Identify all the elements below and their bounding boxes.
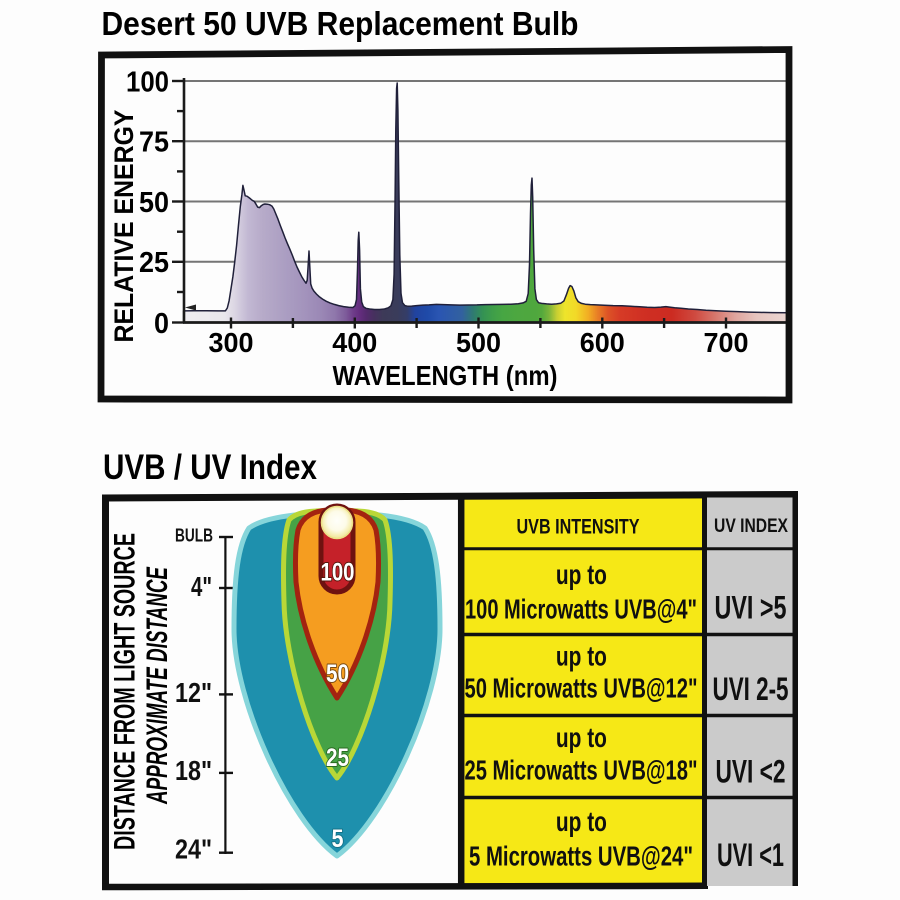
svg-text:WAVELENGTH (nm): WAVELENGTH (nm) bbox=[333, 360, 558, 391]
svg-text:0: 0 bbox=[154, 308, 169, 340]
svg-text:up to: up to bbox=[556, 722, 607, 753]
svg-text:600: 600 bbox=[580, 327, 625, 358]
svg-text:up to: up to bbox=[556, 641, 607, 672]
svg-text:UV INDEX: UV INDEX bbox=[714, 515, 788, 537]
svg-text:5 Microwatts UVB@24": 5 Microwatts UVB@24" bbox=[469, 841, 693, 872]
svg-text:RELATIVE ENERGY: RELATIVE ENERGY bbox=[109, 110, 139, 343]
svg-text:100: 100 bbox=[321, 559, 355, 587]
svg-text:5: 5 bbox=[332, 825, 344, 853]
svg-text:25 Microwatts UVB@18": 25 Microwatts UVB@18" bbox=[465, 755, 698, 786]
svg-text:UVI <2: UVI <2 bbox=[716, 754, 786, 790]
svg-text:12": 12" bbox=[175, 677, 212, 708]
svg-text:100: 100 bbox=[126, 66, 169, 98]
svg-text:75: 75 bbox=[139, 127, 169, 159]
svg-text:UVB / UV Index: UVB / UV Index bbox=[103, 448, 317, 487]
svg-text:UVI >5: UVI >5 bbox=[715, 590, 787, 626]
svg-text:50: 50 bbox=[326, 660, 349, 688]
svg-text:UVI <1: UVI <1 bbox=[717, 837, 784, 873]
svg-text:18": 18" bbox=[175, 755, 212, 786]
svg-text:DISTANCE FROM LIGHT SOURCE: DISTANCE FROM LIGHT SOURCE bbox=[109, 533, 142, 850]
svg-text:Desert 50 UVB Replacement Bulb: Desert 50 UVB Replacement Bulb bbox=[102, 6, 579, 43]
svg-text:APPROXIMATE DISTANCE: APPROXIMATE DISTANCE bbox=[141, 566, 174, 804]
svg-text:UVB INTENSITY: UVB INTENSITY bbox=[517, 515, 640, 539]
svg-text:24": 24" bbox=[175, 834, 212, 865]
svg-text:up to: up to bbox=[556, 806, 607, 837]
svg-text:25: 25 bbox=[326, 744, 349, 772]
svg-text:50 Microwatts UVB@12": 50 Microwatts UVB@12" bbox=[465, 673, 698, 704]
svg-text:300: 300 bbox=[209, 327, 254, 358]
svg-text:up to: up to bbox=[556, 559, 607, 590]
svg-text:500: 500 bbox=[456, 327, 501, 358]
svg-text:100 Microwatts UVB@4": 100 Microwatts UVB@4" bbox=[465, 593, 697, 624]
svg-text:25: 25 bbox=[139, 247, 169, 279]
svg-text:4": 4" bbox=[191, 571, 212, 602]
svg-text:UVI 2-5: UVI 2-5 bbox=[713, 671, 789, 707]
svg-text:50: 50 bbox=[139, 187, 169, 219]
svg-text:400: 400 bbox=[332, 327, 377, 358]
svg-text:700: 700 bbox=[704, 327, 749, 358]
svg-text:BULB: BULB bbox=[175, 525, 213, 546]
